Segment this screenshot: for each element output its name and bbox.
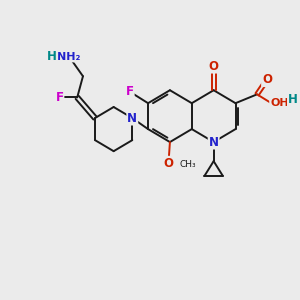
Text: F: F — [56, 91, 63, 104]
Text: O: O — [208, 60, 219, 73]
Text: H: H — [47, 50, 57, 63]
Text: CH₃: CH₃ — [179, 160, 196, 169]
Text: H: H — [288, 93, 298, 106]
Text: O: O — [262, 73, 272, 86]
Text: N: N — [127, 112, 137, 124]
Text: O: O — [164, 157, 173, 170]
Text: N: N — [208, 136, 219, 148]
Text: OH: OH — [270, 98, 289, 108]
Text: NH₂: NH₂ — [57, 52, 80, 61]
Text: F: F — [126, 85, 134, 98]
